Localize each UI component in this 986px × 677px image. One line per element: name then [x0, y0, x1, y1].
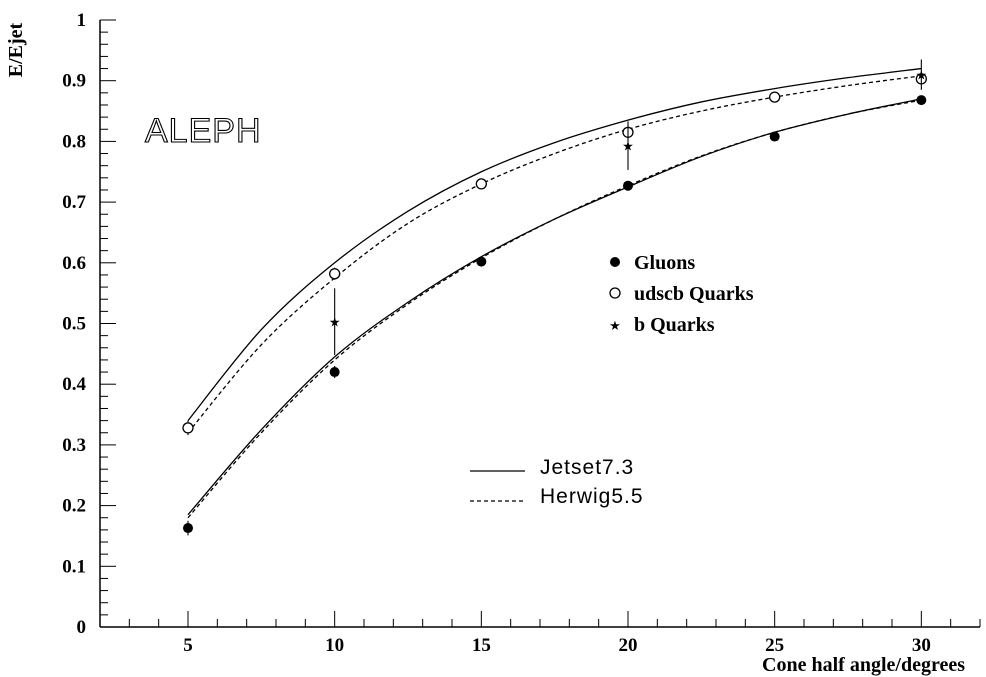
point-gluons: [183, 523, 193, 534]
y-tick-label: 0: [77, 617, 87, 638]
x-tick-label: 20: [619, 635, 638, 656]
curve-herwig-1: [187, 75, 922, 434]
y-axis-title: E/Ejet: [5, 22, 27, 77]
y-tick-label: 1: [77, 10, 87, 31]
y-tick-label: 0.6: [62, 253, 86, 274]
point-gluons: [623, 180, 633, 191]
point-gluons: [916, 95, 927, 106]
y-tick-label: 0.9: [62, 71, 86, 92]
model-curves: [187, 67, 922, 519]
data-points: ★ ★ ★: [182, 59, 928, 536]
tick-labels: 5 10 15 20 25 30 0 0.1 0.2 0.3 0.4 0.5 0.6 0.7 0.8 0.9 1: [62, 10, 931, 656]
legend-label-udscb: udscb Quarks: [634, 283, 754, 305]
legend-marker-bquarks: ★: [609, 319, 621, 334]
ticks: [99, 19, 981, 628]
brand-label: ALEPH: [145, 112, 262, 150]
x-tick-label: 5: [183, 635, 193, 656]
line-legend: Jetset7.3 Herwig5.5: [470, 456, 644, 508]
point-udscb-quarks: [182, 422, 194, 434]
point-udscb-quarks: [475, 178, 487, 190]
marker-legend: Gluons udscb Quarks ★ b Quarks: [609, 252, 754, 336]
curve-jetset-0: [187, 67, 922, 422]
y-tick-label: 0.8: [62, 131, 86, 152]
legend-label-gluons: Gluons: [634, 252, 695, 274]
legend-marker-udscb: [609, 287, 621, 299]
legend-label-bquarks: b Quarks: [634, 314, 715, 336]
point-udscb-quarks: [329, 268, 341, 280]
x-axis-title: Cone half angle/degrees: [762, 654, 965, 676]
curve-herwig-3: [187, 99, 922, 519]
legend-label-herwig: Herwig5.5: [540, 485, 644, 508]
x-tick-label: 15: [472, 635, 491, 656]
y-tick-label: 0.2: [62, 496, 86, 517]
x-tick-label: 30: [912, 635, 931, 656]
point-b-quarks: ★: [622, 140, 634, 155]
point-gluons: [476, 256, 487, 267]
point-gluons: [769, 131, 780, 142]
point-b-quarks: ★: [916, 69, 928, 84]
point-b-quarks: ★: [329, 316, 341, 331]
x-tick-label: 25: [765, 635, 784, 656]
point-gluons: [329, 367, 340, 378]
curve-jetset-2: [187, 98, 922, 516]
y-tick-label: 0.7: [62, 192, 86, 213]
legend-label-jetset: Jetset7.3: [540, 456, 634, 479]
legend-marker-gluons: [610, 257, 620, 267]
point-udscb-quarks: [769, 91, 781, 103]
x-tick-label: 10: [325, 635, 344, 656]
y-tick-label: 0.3: [62, 435, 86, 456]
y-tick-label: 0.5: [62, 314, 86, 335]
y-tick-label: 0.4: [62, 374, 86, 395]
y-tick-label: 0.1: [62, 556, 86, 577]
